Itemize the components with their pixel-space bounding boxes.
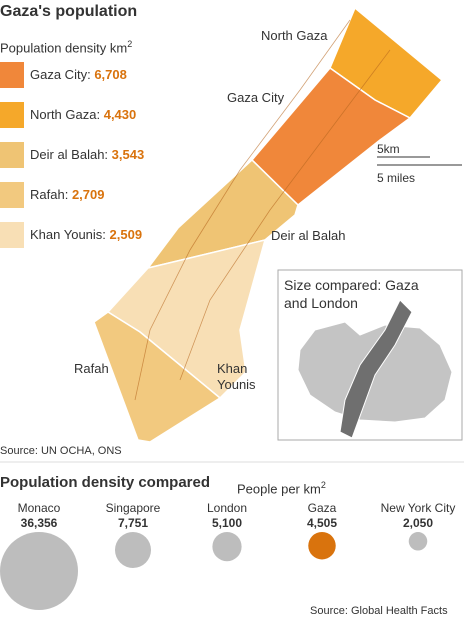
scale-bar <box>377 156 462 166</box>
scale-miles-label: 5 miles <box>377 171 416 185</box>
bubble <box>408 532 428 551</box>
map-label: Deir al Balah <box>271 228 346 243</box>
legend-title-sup: 2 <box>127 39 133 49</box>
legend-item: Khan Younis: 2,509 <box>30 227 142 243</box>
legend-name: North Gaza: <box>30 107 101 122</box>
gaza-map <box>93 6 444 443</box>
legend-item: Deir al Balah: 3,543 <box>30 147 144 163</box>
legend-swatch <box>0 182 24 208</box>
bubble-name: Singapore <box>105 501 161 515</box>
legend-name: Deir al Balah: <box>30 147 109 162</box>
legend-item: Gaza City: 6,708 <box>30 67 127 83</box>
legend-name: Khan Younis: <box>30 227 106 242</box>
map-label: North Gaza <box>261 28 328 43</box>
bubble-value: 7,751 <box>117 516 149 530</box>
region-rafah <box>93 311 222 443</box>
legend-swatch <box>0 62 24 88</box>
unit-sup: 2 <box>320 480 326 490</box>
bubble-name: Gaza <box>307 501 337 515</box>
unit-text: People per km <box>237 481 321 497</box>
bubble-value: 2,050 <box>402 516 434 530</box>
chart-title: Population density compared <box>0 474 211 491</box>
legend-value: 2,509 <box>109 227 143 242</box>
bubble-value: 5,100 <box>211 516 243 530</box>
roads <box>134 19 391 401</box>
scale-km-label: 5km <box>377 142 400 156</box>
legend-item: Rafah: 2,709 <box>30 187 104 203</box>
bubble-value: 4,505 <box>306 516 338 530</box>
legend-name: Rafah: <box>30 187 69 202</box>
source: Source: UN OCHA, ONS <box>0 445 122 457</box>
map-label: Gaza City <box>227 90 285 105</box>
legend-name: Gaza City: <box>30 67 91 82</box>
bubble <box>308 532 336 560</box>
map-label: Rafah <box>74 361 109 376</box>
bubble <box>212 532 242 562</box>
bubble-value: 36,356 <box>20 516 58 530</box>
legend-item: North Gaza: 4,430 <box>30 107 136 123</box>
legend-swatch <box>0 102 24 128</box>
legend-swatch <box>0 222 24 248</box>
chart-source: Source: Global Health Facts <box>310 605 448 617</box>
legend-value: 6,708 <box>94 67 127 82</box>
unit-label: People per km2 <box>237 477 326 497</box>
inset-title: Size compared: Gaza and London <box>284 277 419 311</box>
bubble <box>0 532 78 610</box>
bubble <box>114 532 152 569</box>
bubble-name: New York City <box>380 501 456 515</box>
legend-value: 3,543 <box>111 147 145 162</box>
legend-value: 4,430 <box>103 107 137 122</box>
legend-value: 2,709 <box>71 187 105 202</box>
legend-swatch <box>0 142 24 168</box>
bubble-name: Monaco <box>17 501 61 515</box>
title: Gaza's population <box>0 3 138 20</box>
map-label: Khan Younis <box>217 361 256 392</box>
legend-title: Population density km2 <box>0 36 132 56</box>
legend-title-text: Population density km <box>0 40 128 56</box>
bubble-name: London <box>206 501 248 515</box>
gaza-shape <box>339 299 413 439</box>
